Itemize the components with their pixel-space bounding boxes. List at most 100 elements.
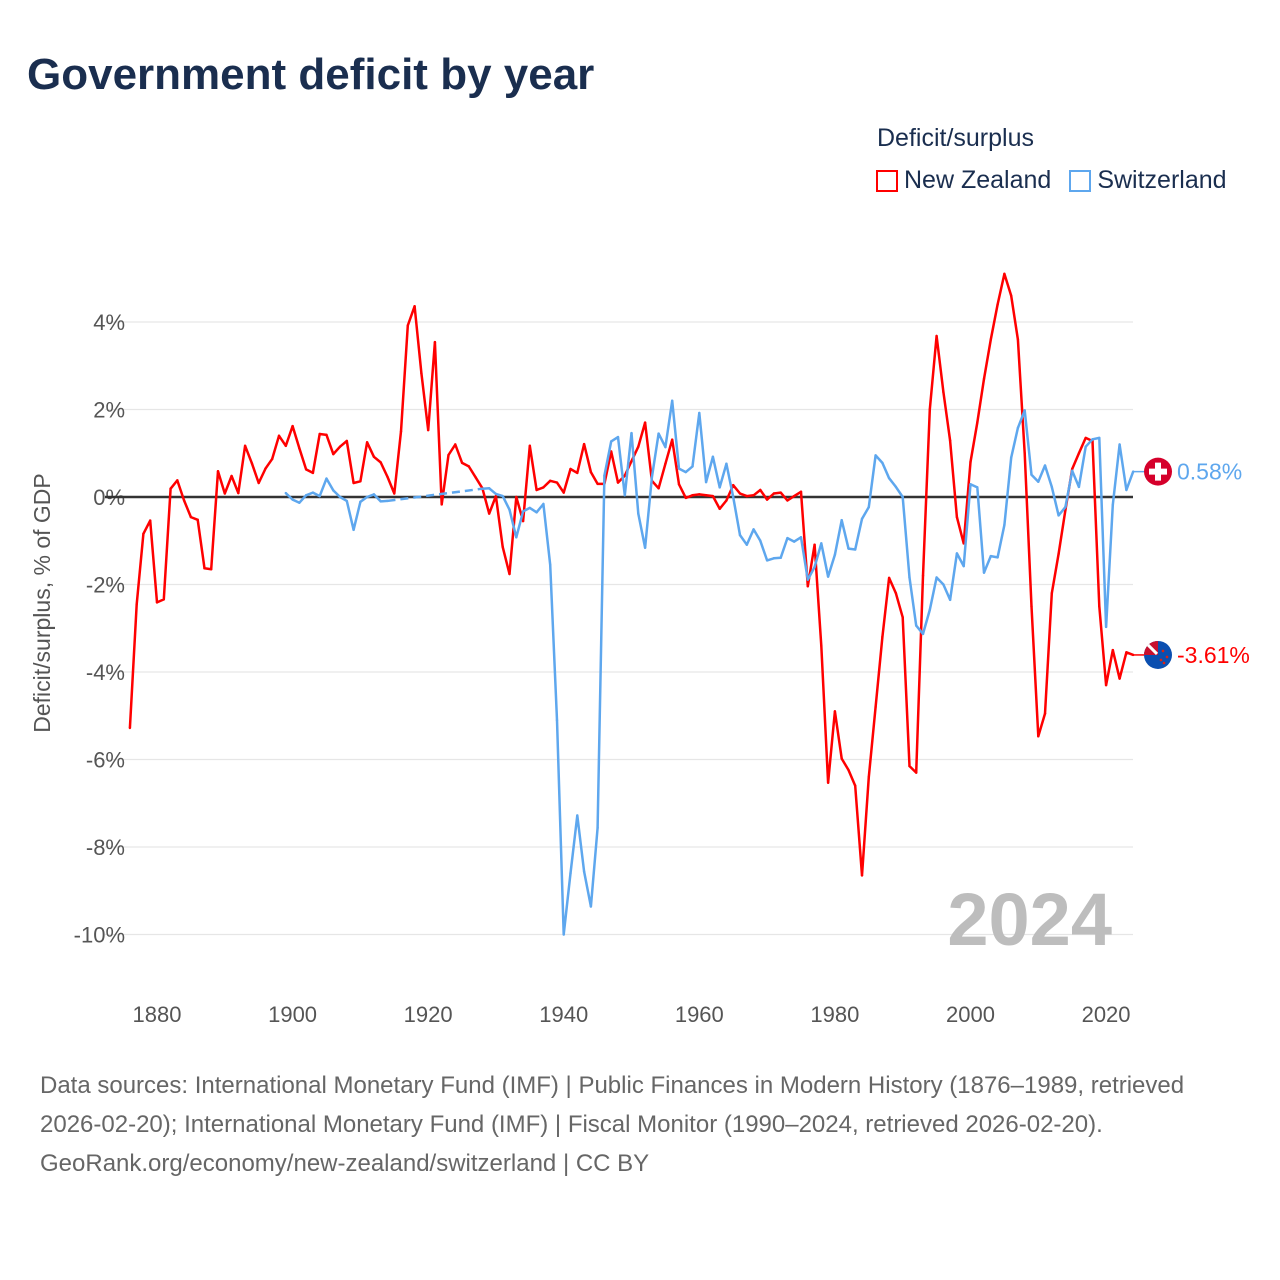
data-point: [169, 487, 172, 490]
y-tick-label: -4%: [86, 660, 125, 685]
legend-label: Switzerland: [1097, 166, 1227, 194]
series-switzerland: [284, 399, 1135, 936]
legend-item-switzerland[interactable]: Switzerland: [1069, 166, 1227, 195]
data-point: [1111, 648, 1115, 652]
data-point: [230, 474, 233, 478]
data-point: [786, 499, 789, 502]
data-point: [948, 598, 952, 602]
data-point: [657, 432, 660, 435]
data-point: [1077, 452, 1081, 455]
data-point: [732, 483, 735, 487]
data-point: [1104, 683, 1108, 687]
end-labels: -3.61% 0.58%: [1133, 457, 1250, 669]
y-tick-label: -8%: [86, 835, 125, 860]
data-point: [867, 505, 870, 509]
footer: Data sources: International Monetary Fun…: [40, 1066, 1240, 1183]
data-point: [1003, 272, 1006, 276]
data-point: [582, 442, 586, 446]
data-point: [515, 495, 518, 499]
data-point: [874, 705, 877, 709]
data-point: [460, 461, 464, 465]
data-point: [562, 491, 565, 494]
data-point: [386, 499, 389, 503]
data-point: [664, 445, 667, 449]
data-point: [542, 486, 545, 489]
series-line: [128, 272, 1134, 877]
data-point: [1037, 480, 1040, 483]
data-point: [684, 470, 687, 474]
data-point: [989, 338, 993, 341]
data-point: [291, 498, 294, 501]
end-value-label: -3.61%: [1177, 642, 1250, 668]
data-point: [969, 483, 972, 486]
data-point: [1037, 735, 1040, 738]
data-point: [433, 340, 437, 344]
credit-link[interactable]: GeoRank.org/economy/new-zealand/switzerl…: [40, 1150, 650, 1177]
x-tick-label: 1980: [810, 1002, 859, 1027]
data-point: [1084, 445, 1087, 448]
data-point: [765, 498, 769, 501]
data-point: [1009, 456, 1013, 459]
data-point: [874, 454, 877, 457]
data-point: [793, 494, 796, 498]
data-point: [338, 445, 342, 448]
data-point: [481, 487, 484, 490]
data-point: [332, 452, 335, 456]
data-point: [311, 491, 315, 494]
data-point: [189, 515, 193, 519]
y-tick-label: 2%: [93, 398, 125, 423]
data-point: [338, 495, 342, 499]
data-point: [738, 492, 742, 495]
data-point: [643, 421, 647, 424]
data-point: [630, 431, 633, 435]
data-point: [521, 519, 525, 523]
data-point: [1043, 712, 1047, 715]
data-point: [840, 757, 843, 760]
data-point: [772, 557, 776, 560]
data-point: [948, 439, 952, 442]
data-point: [671, 438, 674, 441]
data-point: [982, 377, 986, 381]
data-point: [1050, 592, 1054, 595]
data-point: [413, 305, 416, 308]
data-point: [806, 578, 809, 581]
data-point: [820, 644, 823, 647]
data-point: [1030, 605, 1033, 608]
data-point: [467, 465, 471, 468]
new-zealand-flag-icon: [1144, 640, 1172, 669]
legend-item-new-zealand[interactable]: New Zealand: [876, 166, 1051, 195]
data-point: [921, 574, 925, 577]
data-point: [440, 503, 443, 506]
x-tick-label: 1960: [675, 1002, 724, 1027]
data-point: [210, 567, 213, 571]
y-axis-title: Deficit/surplus, % of GDP: [29, 473, 55, 732]
data-point: [630, 459, 633, 463]
data-point: [820, 542, 823, 545]
data-point: [284, 491, 288, 495]
data-point: [962, 564, 965, 568]
data-point: [915, 624, 918, 627]
data-point: [609, 450, 613, 453]
data-point: [365, 495, 369, 499]
data-point: [426, 428, 430, 432]
data-point: [881, 635, 884, 639]
data-point: [318, 494, 321, 498]
data-point: [1104, 625, 1108, 629]
data-point: [772, 492, 776, 495]
data-point: [182, 499, 186, 502]
data-point: [704, 494, 708, 497]
data-point: [1023, 409, 1026, 412]
legend-swatch-new-zealand: [876, 169, 898, 192]
data-point: [1023, 452, 1026, 455]
legend-label: New Zealand: [904, 166, 1052, 194]
data-point: [752, 528, 755, 531]
data-point: [548, 563, 552, 567]
data-point: [718, 486, 721, 489]
data-point: [969, 460, 972, 464]
data-point: [725, 499, 728, 502]
data-point: [501, 545, 504, 549]
data-point: [203, 567, 206, 570]
data-point: [854, 784, 857, 787]
data-point: [684, 496, 687, 500]
data-point: [399, 430, 403, 433]
